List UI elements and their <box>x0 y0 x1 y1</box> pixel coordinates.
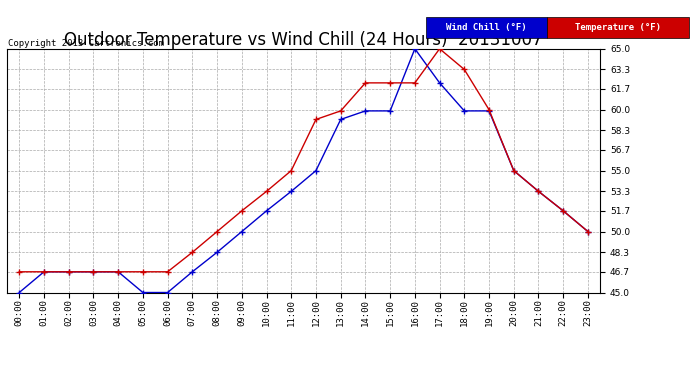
Text: Copyright 2013 Cartronics.com: Copyright 2013 Cartronics.com <box>8 39 164 48</box>
Title: Outdoor Temperature vs Wind Chill (24 Hours)  20131007: Outdoor Temperature vs Wind Chill (24 Ho… <box>64 31 543 49</box>
Text: Wind Chill (°F): Wind Chill (°F) <box>446 23 527 32</box>
Text: Temperature (°F): Temperature (°F) <box>575 23 661 32</box>
